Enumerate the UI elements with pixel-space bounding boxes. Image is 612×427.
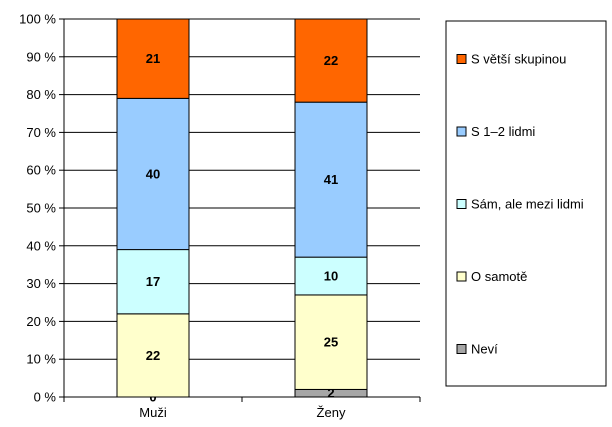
bar-segment xyxy=(116,313,190,398)
y-tick-label: 100 % xyxy=(19,12,56,27)
legend: S větší skupinou S 1–2 lidmi Sám, ale mezi… xyxy=(445,20,607,387)
bar-segment xyxy=(294,101,368,258)
data-label: 22 xyxy=(324,53,338,68)
data-label: 10 xyxy=(324,269,338,284)
y-axis-ticks: 0 % 10 % 20 % 30 % 40 % 50 % 60 % 70 % 80 % 90 % 1… xyxy=(19,12,64,405)
bars: 022174021225104122 xyxy=(116,18,368,405)
y-tick-label: 90 % xyxy=(26,49,56,64)
x-tick-label: Muži xyxy=(139,405,167,420)
data-label: 40 xyxy=(146,166,160,181)
bar-segment xyxy=(294,18,368,103)
y-tick-label: 80 % xyxy=(26,87,56,102)
y-tick-label: 50 % xyxy=(26,201,56,216)
y-tick-label: 60 % xyxy=(26,163,56,178)
bar-segment xyxy=(294,256,368,296)
y-tick-label: 70 % xyxy=(26,125,56,140)
x-tick-label: Ženy xyxy=(317,405,346,420)
y-tick-label: 20 % xyxy=(26,314,56,329)
bar-segment xyxy=(116,18,190,99)
data-label: 21 xyxy=(146,51,160,66)
legend-label: S 1–2 lidmi xyxy=(471,124,535,139)
legend-swatch xyxy=(456,126,467,137)
legend-label: S větší skupinou xyxy=(471,52,566,67)
y-tick-label: 30 % xyxy=(26,276,56,291)
legend-label: Neví xyxy=(471,342,498,357)
data-label: 17 xyxy=(146,274,160,289)
legend-swatch xyxy=(456,199,467,209)
data-label: 25 xyxy=(324,335,338,350)
data-label: 41 xyxy=(324,172,338,187)
legend-label: O samotě xyxy=(471,269,527,284)
data-label: 2 xyxy=(327,386,334,401)
legend-swatch xyxy=(456,344,467,354)
data-label: 22 xyxy=(146,348,160,363)
legend-swatch xyxy=(456,54,467,64)
bar-segment xyxy=(116,97,190,251)
legend-box xyxy=(445,20,607,387)
y-tick-label: 10 % xyxy=(26,352,56,367)
legend-label: Sám, ale mezi lidmi xyxy=(471,197,584,212)
y-tick-label: 0 % xyxy=(34,390,57,405)
x-axis-ticks: Muži Ženy xyxy=(63,397,421,420)
bar-segment xyxy=(116,249,190,315)
y-tick-label: 40 % xyxy=(26,238,56,253)
legend-swatch xyxy=(456,271,467,282)
bar-segment xyxy=(294,294,368,390)
